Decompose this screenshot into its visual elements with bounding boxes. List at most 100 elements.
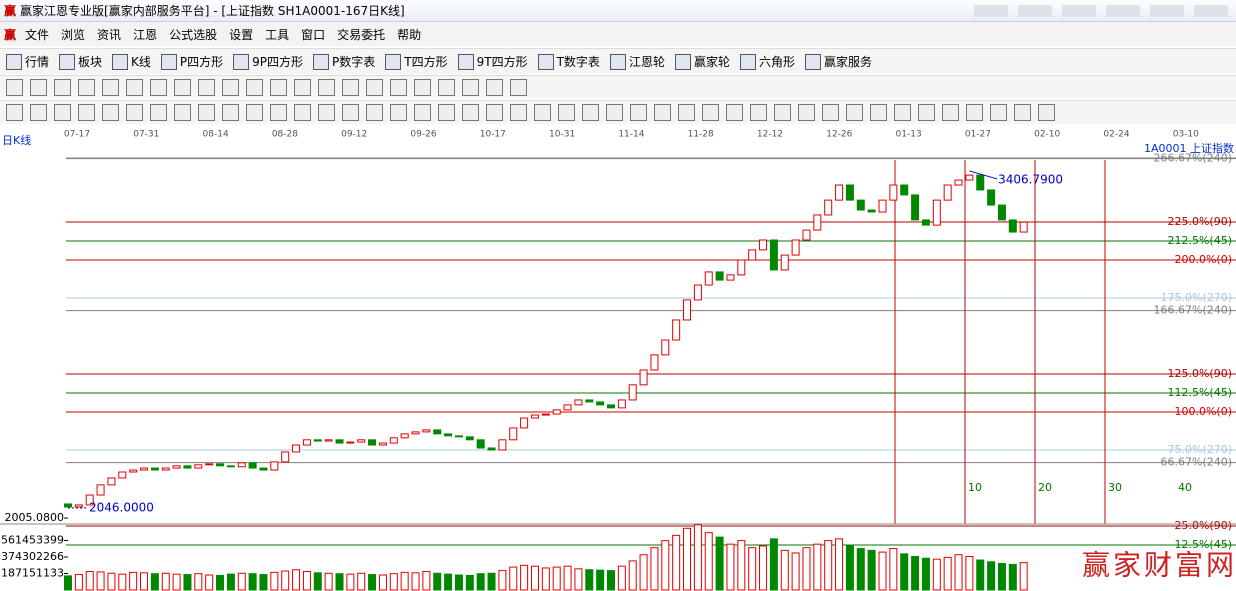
- toolbar-button[interactable]: 江恩轮: [609, 53, 665, 70]
- tool-icon[interactable]: [918, 104, 935, 121]
- menu-item[interactable]: 帮助: [397, 27, 422, 42]
- tool-icon[interactable]: [654, 104, 671, 121]
- toolbar-button[interactable]: T四方形: [385, 53, 448, 70]
- menu-item[interactable]: 公式选股: [169, 27, 218, 42]
- tool-icon[interactable]: [510, 79, 527, 96]
- tool-icon[interactable]: [318, 79, 335, 96]
- tool-icon[interactable]: [102, 104, 119, 121]
- tool-icon[interactable]: [126, 104, 143, 121]
- tool-icon[interactable]: [6, 79, 23, 96]
- tool-icon[interactable]: [342, 104, 359, 121]
- tool-icon[interactable]: [366, 79, 383, 96]
- toolbar-button[interactable]: 赢家轮: [674, 53, 730, 70]
- level-label: 212.5%(45): [1167, 234, 1232, 247]
- tool-icon[interactable]: [246, 104, 263, 121]
- tool-icon[interactable]: [198, 104, 215, 121]
- tool-icon[interactable]: [366, 104, 383, 121]
- tool-icon[interactable]: [726, 104, 743, 121]
- menu-item[interactable]: 窗口: [301, 27, 326, 42]
- toolbar-button[interactable]: T数字表: [537, 53, 600, 70]
- tool-icon[interactable]: [822, 104, 839, 121]
- tool-icon[interactable]: [342, 79, 359, 96]
- tool-icon[interactable]: [630, 104, 647, 121]
- tool-icon[interactable]: [54, 79, 71, 96]
- tool-icon[interactable]: [462, 79, 479, 96]
- tool-icon[interactable]: [150, 104, 167, 121]
- toolbar-label: 9P四方形: [252, 55, 304, 69]
- close-button[interactable]: [1194, 4, 1228, 17]
- menu-item[interactable]: 江恩: [133, 27, 158, 42]
- candle: [552, 409, 561, 415]
- tool-icon[interactable]: [414, 79, 431, 96]
- window-button[interactable]: [1062, 4, 1096, 17]
- menu-item[interactable]: 交易委托: [337, 27, 386, 42]
- tool-icon[interactable]: [678, 104, 695, 121]
- menu-item[interactable]: 文件: [25, 27, 50, 42]
- tool-icon[interactable]: [150, 79, 167, 96]
- menu-item[interactable]: 资讯: [97, 27, 122, 42]
- toolbar-button[interactable]: 赢家服务: [804, 53, 872, 70]
- tool-icon[interactable]: [294, 79, 311, 96]
- tool-icon[interactable]: [6, 104, 23, 121]
- toolbar-button[interactable]: P数字表: [313, 53, 375, 70]
- tool-icon[interactable]: [534, 104, 551, 121]
- toolbar-button[interactable]: K线: [112, 53, 151, 70]
- tool-icon[interactable]: [582, 104, 599, 121]
- window-button[interactable]: [1018, 4, 1052, 17]
- maximize-button[interactable]: [1150, 4, 1184, 17]
- candle: [161, 467, 170, 471]
- tool-icon[interactable]: [486, 79, 503, 96]
- candle: [509, 427, 518, 441]
- tool-icon[interactable]: [846, 104, 863, 121]
- tool-icon[interactable]: [774, 104, 791, 121]
- minimize-button[interactable]: [1106, 4, 1140, 17]
- menu-item[interactable]: 工具: [265, 27, 290, 42]
- tool-icon[interactable]: [894, 104, 911, 121]
- tool-icon[interactable]: [126, 79, 143, 96]
- tool-icon[interactable]: [942, 104, 959, 121]
- tool-icon[interactable]: [558, 104, 575, 121]
- toolbar-button[interactable]: 六角形: [739, 53, 795, 70]
- menu-item[interactable]: 浏览: [61, 27, 86, 42]
- tool-icon[interactable]: [1014, 104, 1031, 121]
- tool-icon[interactable]: [78, 104, 95, 121]
- tool-icon[interactable]: [222, 104, 239, 121]
- tool-icon[interactable]: [54, 104, 71, 121]
- window-button[interactable]: [974, 4, 1008, 17]
- tool-icon[interactable]: [102, 79, 119, 96]
- tool-icon[interactable]: [390, 79, 407, 96]
- tool-icon[interactable]: [222, 79, 239, 96]
- tool-icon[interactable]: [30, 79, 47, 96]
- tool-icon[interactable]: [750, 104, 767, 121]
- tool-icon[interactable]: [270, 79, 287, 96]
- tool-icon[interactable]: [990, 104, 1007, 121]
- tool-icon[interactable]: [78, 79, 95, 96]
- toolbar-button[interactable]: 板块: [59, 53, 102, 70]
- tool-icon[interactable]: [174, 79, 191, 96]
- tool-icon[interactable]: [1038, 104, 1055, 121]
- tool-icon[interactable]: [174, 104, 191, 121]
- tool-icon[interactable]: [798, 104, 815, 121]
- tool-icon[interactable]: [438, 104, 455, 121]
- tool-icon[interactable]: [270, 104, 287, 121]
- tool-icon[interactable]: [606, 104, 623, 121]
- tool-icon[interactable]: [462, 104, 479, 121]
- tool-icon[interactable]: [198, 79, 215, 96]
- tool-icon[interactable]: [246, 79, 263, 96]
- tool-icon[interactable]: [702, 104, 719, 121]
- tool-icon[interactable]: [318, 104, 335, 121]
- toolbar-button[interactable]: 9P四方形: [233, 53, 303, 70]
- toolbar-button[interactable]: 9T四方形: [457, 53, 528, 70]
- menu-item[interactable]: 设置: [229, 27, 254, 42]
- tool-icon[interactable]: [414, 104, 431, 121]
- tool-icon[interactable]: [510, 104, 527, 121]
- toolbar-button[interactable]: 行情: [6, 53, 49, 70]
- tool-icon[interactable]: [438, 79, 455, 96]
- tool-icon[interactable]: [486, 104, 503, 121]
- tool-icon[interactable]: [390, 104, 407, 121]
- tool-icon[interactable]: [966, 104, 983, 121]
- tool-icon[interactable]: [294, 104, 311, 121]
- toolbar-button[interactable]: P四方形: [160, 53, 223, 70]
- tool-icon[interactable]: [30, 104, 47, 121]
- tool-icon[interactable]: [870, 104, 887, 121]
